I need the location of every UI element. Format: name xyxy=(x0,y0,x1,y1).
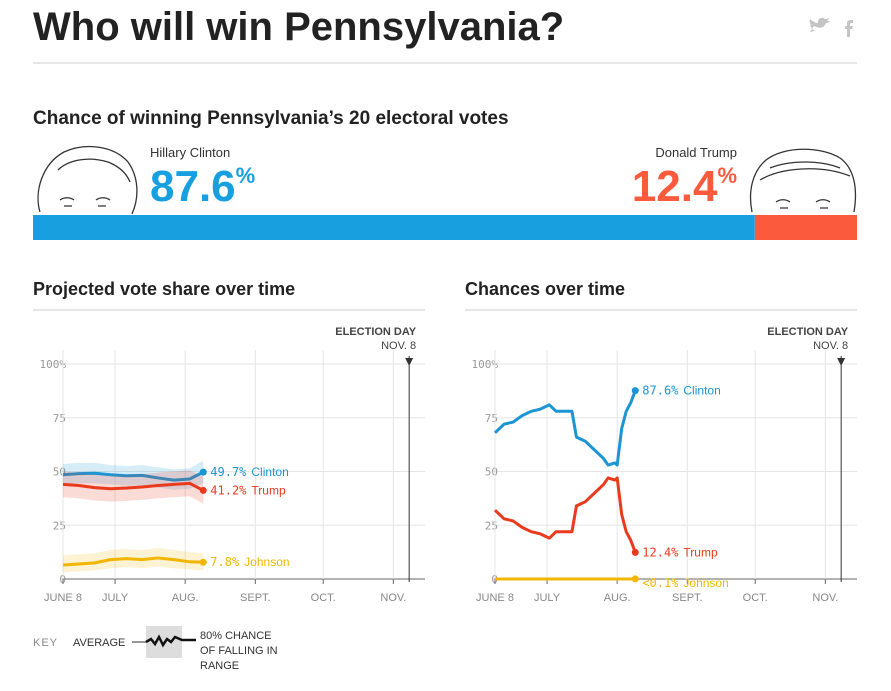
x-tick-label: SEPT. xyxy=(240,592,271,604)
annotation-label: ELECTION DAY xyxy=(767,326,849,338)
end-name: Johnson xyxy=(244,555,289,569)
y-tick-label: 100% xyxy=(40,358,67,371)
end-value: <0.1% xyxy=(642,576,679,590)
series-line xyxy=(495,478,635,552)
chance-number: 87.6 xyxy=(150,162,236,211)
end-label: <0.1% Johnson xyxy=(642,576,729,590)
chance-number: 12.4 xyxy=(632,162,718,211)
end-value: 49.7% xyxy=(210,465,247,479)
y-tick-label: 75 xyxy=(485,412,498,425)
end-name: Clinton xyxy=(251,465,288,479)
key: KEY AVERAGE 80% CHANCE OF FALLING IN RAN… xyxy=(33,626,278,672)
key-average: AVERAGE xyxy=(73,637,125,649)
end-label: 87.6% Clinton xyxy=(642,384,720,398)
x-tick-label: JUNE 8 xyxy=(44,592,82,604)
key-range: 80% CHANCE xyxy=(200,630,272,642)
forecast-title: Chance of winning Pennsylvania’s 20 elec… xyxy=(33,108,509,129)
series-line xyxy=(495,391,635,465)
facebook-icon[interactable] xyxy=(845,20,853,37)
annotation-label: ELECTION DAY xyxy=(335,326,417,338)
trump-sketch xyxy=(751,149,856,212)
chart-title: Chances over time xyxy=(465,279,625,299)
x-tick-label: AUG. xyxy=(604,592,631,604)
chance-unit: % xyxy=(717,163,737,188)
x-tick-label: NOV. xyxy=(812,592,838,604)
x-tick-label: OCT. xyxy=(311,592,336,604)
x-tick-label: NOV. xyxy=(380,592,406,604)
end-dot xyxy=(200,559,207,566)
key-range: RANGE xyxy=(200,660,239,672)
end-value: 7.8% xyxy=(210,555,240,569)
twitter-icon[interactable] xyxy=(810,18,830,32)
line-chart: Projected vote share over time100%755025… xyxy=(33,279,425,604)
chance-bar xyxy=(33,215,755,240)
key-range: OF FALLING IN xyxy=(200,645,278,657)
x-tick-label: AUG. xyxy=(172,592,199,604)
charts: Projected vote share over time 100% 75 50 25… xyxy=(33,279,857,604)
chance-value: 87.6% xyxy=(150,162,255,211)
end-name: Trump xyxy=(251,483,286,497)
x-tick-label: JULY xyxy=(534,592,561,604)
y-tick-label: 50 xyxy=(485,466,498,479)
end-value: 87.6% xyxy=(642,384,679,398)
candidate-name: Hillary Clinton xyxy=(150,145,230,160)
annotation-date: NOV. 8 xyxy=(813,340,848,352)
y-tick-label: 25 xyxy=(485,519,498,532)
end-label: 12.4% Trump xyxy=(642,545,718,559)
end-dot xyxy=(632,549,639,556)
end-name: Trump xyxy=(683,545,718,559)
end-value: 12.4% xyxy=(642,545,679,559)
x-tick-label: OCT. xyxy=(743,592,768,604)
end-name: Johnson xyxy=(683,576,728,590)
y-tick-label: 75 xyxy=(53,412,66,425)
chance-value: 12.4% xyxy=(632,162,737,211)
end-dot xyxy=(200,469,207,476)
election-day-marker xyxy=(405,358,413,366)
end-label: 7.8% Johnson xyxy=(210,555,289,569)
annotation-date: NOV. 8 xyxy=(381,340,416,352)
x-tick-label: JUNE 8 xyxy=(476,592,514,604)
x-tick-label: SEPT. xyxy=(672,592,703,604)
end-dot xyxy=(632,575,639,582)
end-label: 41.2% Trump xyxy=(210,483,286,497)
y-tick-label: 100% xyxy=(472,358,499,371)
clinton-sketch xyxy=(38,147,137,214)
chance-bar xyxy=(755,215,857,240)
forecast: Hillary Clinton 87.6% Donald Trump 12.4% xyxy=(33,145,857,240)
candidate-name: Donald Trump xyxy=(655,145,737,160)
y-tick-label: 25 xyxy=(53,519,66,532)
key-label: KEY xyxy=(33,637,58,649)
end-dot xyxy=(200,487,207,494)
end-name: Clinton xyxy=(683,384,720,398)
end-label: 49.7% Clinton xyxy=(210,465,288,479)
x-tick-label: JULY xyxy=(102,592,129,604)
page-title: Who will win Pennsylvania? xyxy=(33,5,564,49)
chart-title: Projected vote share over time xyxy=(33,279,295,299)
share-icons xyxy=(810,18,853,37)
end-value: 41.2% xyxy=(210,483,247,497)
election-day-marker xyxy=(837,358,845,366)
end-dot xyxy=(632,387,639,394)
chance-unit: % xyxy=(236,163,256,188)
